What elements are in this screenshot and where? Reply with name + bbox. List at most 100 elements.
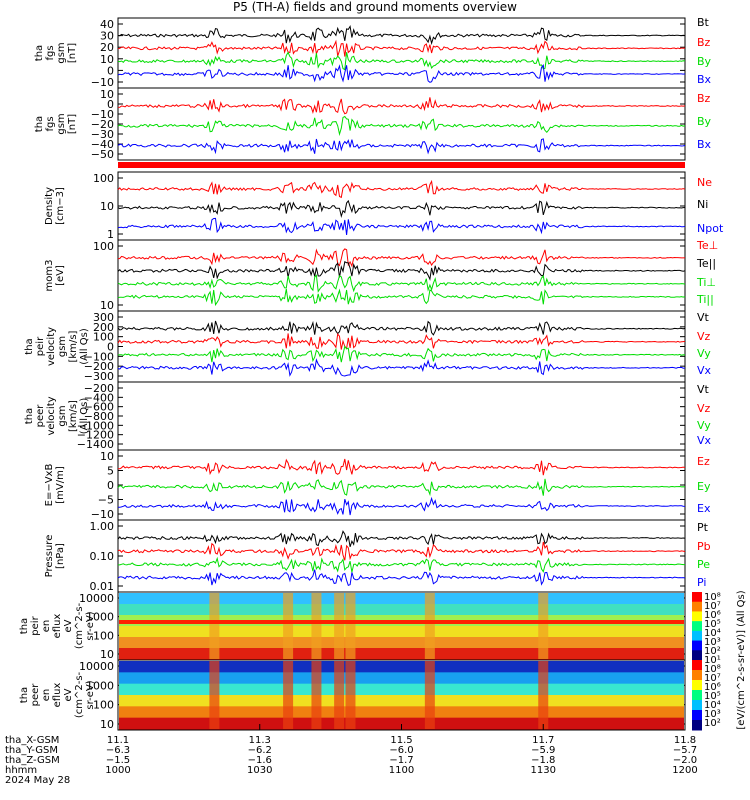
legend-Bz: Bz	[697, 36, 711, 49]
y-axis-label: eflux	[52, 683, 63, 708]
y-tick-label: 200	[93, 321, 114, 334]
y-axis-label: velocity	[46, 396, 57, 435]
y-axis-label: gsm	[56, 42, 67, 63]
colorbar-tick-label: 10⁶	[704, 682, 721, 693]
panel-frame	[117, 519, 686, 593]
legend-Vx: Vx	[697, 434, 712, 447]
spectrogram-band	[119, 695, 684, 707]
x-tick-label: 11.3	[249, 735, 271, 746]
x-tick-label: 11.1	[107, 735, 129, 746]
colorbar-segment	[692, 670, 702, 681]
x-tick-label: 1100	[389, 765, 414, 776]
panel-frame	[117, 310, 686, 383]
panel-fgs_gsm	[117, 17, 686, 89]
y-tick-label: −600	[84, 401, 114, 414]
y-tick-label: 0	[107, 341, 114, 354]
y-axis-label: [km/s]	[68, 330, 79, 362]
x-tick-label: −1.8	[531, 755, 555, 766]
colorbar-tick-label: 10⁸	[704, 664, 721, 675]
y-tick-label: −50	[91, 148, 114, 161]
legend-By: By	[697, 55, 712, 68]
x-tick-label: −5.7	[673, 745, 697, 756]
y-tick-label: 10	[100, 648, 114, 661]
x-tick-label: −6.2	[248, 745, 272, 756]
legend-Bx: Bx	[697, 73, 712, 86]
legend-Vz: Vz	[697, 402, 711, 415]
panel-temperature	[117, 239, 686, 312]
series-Te||	[117, 261, 686, 281]
y-axis-label: fgs	[45, 116, 56, 131]
colorbar-tick-label: 10⁴	[704, 700, 721, 711]
series-Npot	[117, 217, 686, 236]
panel-peer_spec	[117, 659, 686, 731]
legend-Ex: Ex	[697, 502, 711, 515]
spectrogram-band	[119, 604, 684, 616]
spectrogram-line	[119, 620, 684, 624]
y-axis-label: peir	[30, 615, 41, 635]
colorbar-tick-label: 10⁷	[704, 601, 721, 612]
spectrogram-event	[311, 661, 322, 729]
colorbar-segment	[692, 700, 702, 711]
colorbar-segment	[692, 640, 702, 651]
colorbar-segment	[692, 690, 702, 701]
y-tick-label: −400	[84, 391, 114, 404]
legend-Pt: Pt	[697, 521, 709, 534]
colorbar-tick-label: 10⁶	[704, 610, 721, 621]
panel-efield	[117, 449, 686, 521]
y-tick-label: 0	[107, 479, 114, 492]
y-tick-label: 1	[107, 228, 114, 241]
y-tick-label: 10	[100, 88, 114, 101]
series-Bx	[117, 138, 686, 155]
panel-peir_spec	[117, 591, 686, 661]
legend-Bt: Bt	[697, 16, 710, 29]
y-tick-label: 0.01	[90, 580, 115, 593]
y-tick-label: −10	[91, 508, 114, 521]
y-axis-label: tha	[19, 618, 30, 634]
colorbar-segment	[692, 611, 702, 622]
y-tick-label: 10	[100, 53, 114, 66]
y-tick-label: −1000	[77, 419, 114, 432]
spectrogram-band	[119, 683, 684, 696]
colorbar-tick-label: 10⁴	[704, 628, 721, 639]
y-axis-label: sr-eV)	[85, 680, 96, 709]
x-tick-label: −1.5	[106, 755, 130, 766]
panel-frame	[117, 171, 686, 241]
y-axis-label: (cm^2-s-	[74, 671, 85, 718]
series-Te⊥	[117, 248, 686, 268]
spectrogram-event	[424, 661, 435, 729]
series-Ni	[117, 199, 686, 218]
y-tick-label: −1200	[77, 429, 114, 442]
series-Bx	[117, 64, 686, 83]
y-axis-label: [mV/m]	[55, 466, 66, 504]
spectrogram-event	[283, 661, 294, 729]
x-tick-label: 1000	[105, 765, 130, 776]
colorbar-label: [eV/(cm^2-s-sr-eV)] (All Qs)	[736, 590, 747, 729]
spectrogram-band	[119, 717, 684, 730]
x-row-label: tha_Y-GSM	[5, 745, 58, 756]
series-Ti||	[117, 288, 686, 307]
series-Bt	[117, 24, 686, 46]
legend-Npot: Npot	[697, 222, 724, 235]
spectrogram-band	[119, 672, 684, 685]
x-tick-label: −2.0	[673, 755, 697, 766]
colorbar-tick-label: 10⁵	[704, 691, 721, 702]
x-tick-label: −6.3	[106, 745, 130, 756]
series-Vy	[117, 345, 686, 363]
y-axis-label: gsm	[56, 113, 67, 134]
panel-fgs_dsl	[117, 87, 686, 161]
x-tick-label: 11.7	[532, 735, 554, 746]
legend-Vy: Vy	[697, 347, 711, 360]
plot-title: P5 (TH-A) fields and ground moments over…	[233, 0, 517, 14]
legend-Te||: Te||	[696, 257, 716, 270]
legend-Ez: Ez	[697, 455, 710, 468]
colorbar-segment	[692, 710, 702, 721]
panel-pressure	[117, 519, 686, 593]
colorbar-segment	[692, 592, 702, 603]
legend-Vz: Vz	[697, 330, 711, 343]
y-axis-label: tha	[24, 338, 35, 354]
x-row-label: tha_Z-GSM	[5, 755, 60, 766]
y-axis-label: tha	[24, 408, 35, 424]
y-tick-label: −5	[98, 494, 114, 507]
spectrogram-event	[538, 661, 549, 729]
